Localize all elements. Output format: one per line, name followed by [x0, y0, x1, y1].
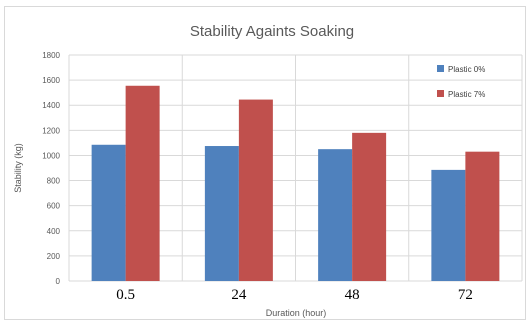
bar-plastic-0--0-5: [91, 144, 126, 281]
bar-plastic-0--24: [204, 146, 239, 281]
legend-label: Plastic 7%: [448, 90, 485, 99]
bar-plastic-7--48: [352, 132, 387, 281]
x-tick-label: 0.5: [116, 287, 135, 303]
bar-plastic-0--72: [431, 169, 466, 281]
x-tick-label: 48: [345, 287, 360, 303]
x-axis-ticks: 0.5 24 48 72: [116, 287, 473, 303]
bar-plastic-7--72: [465, 151, 500, 281]
bar-plastic-0--48: [318, 149, 353, 281]
y-tick-label: 0: [56, 277, 61, 286]
y-tick-label: 1600: [42, 76, 60, 85]
x-tick-label: 72: [458, 287, 473, 303]
y-tick-label: 1000: [42, 151, 60, 160]
bar-plastic-7--24: [238, 99, 273, 281]
y-tick-label: 600: [47, 202, 61, 211]
y-tick-label: 200: [47, 252, 61, 261]
y-tick-label: 1800: [42, 51, 60, 60]
x-tick-label: 24: [231, 287, 247, 303]
y-tick-label: 400: [47, 227, 61, 236]
chart-title: Stability Againts Soaking: [190, 23, 354, 40]
legend-label: Plastic 0%: [448, 65, 485, 74]
x-axis-label: Duration (hour): [266, 308, 327, 318]
legend: Plastic 0% Plastic 7%: [437, 65, 485, 99]
y-axis-ticks: 0 200 400 600 800 1000 1200 1400 1600 1800: [42, 51, 60, 286]
bars: [91, 85, 500, 281]
y-tick-label: 1200: [42, 126, 60, 135]
legend-swatch: [437, 90, 444, 97]
legend-swatch: [437, 65, 444, 72]
y-tick-label: 1400: [42, 101, 60, 110]
bar-plastic-7--0-5: [125, 85, 160, 281]
y-tick-label: 800: [47, 177, 61, 186]
y-axis-label: Stability (kg): [13, 143, 23, 193]
